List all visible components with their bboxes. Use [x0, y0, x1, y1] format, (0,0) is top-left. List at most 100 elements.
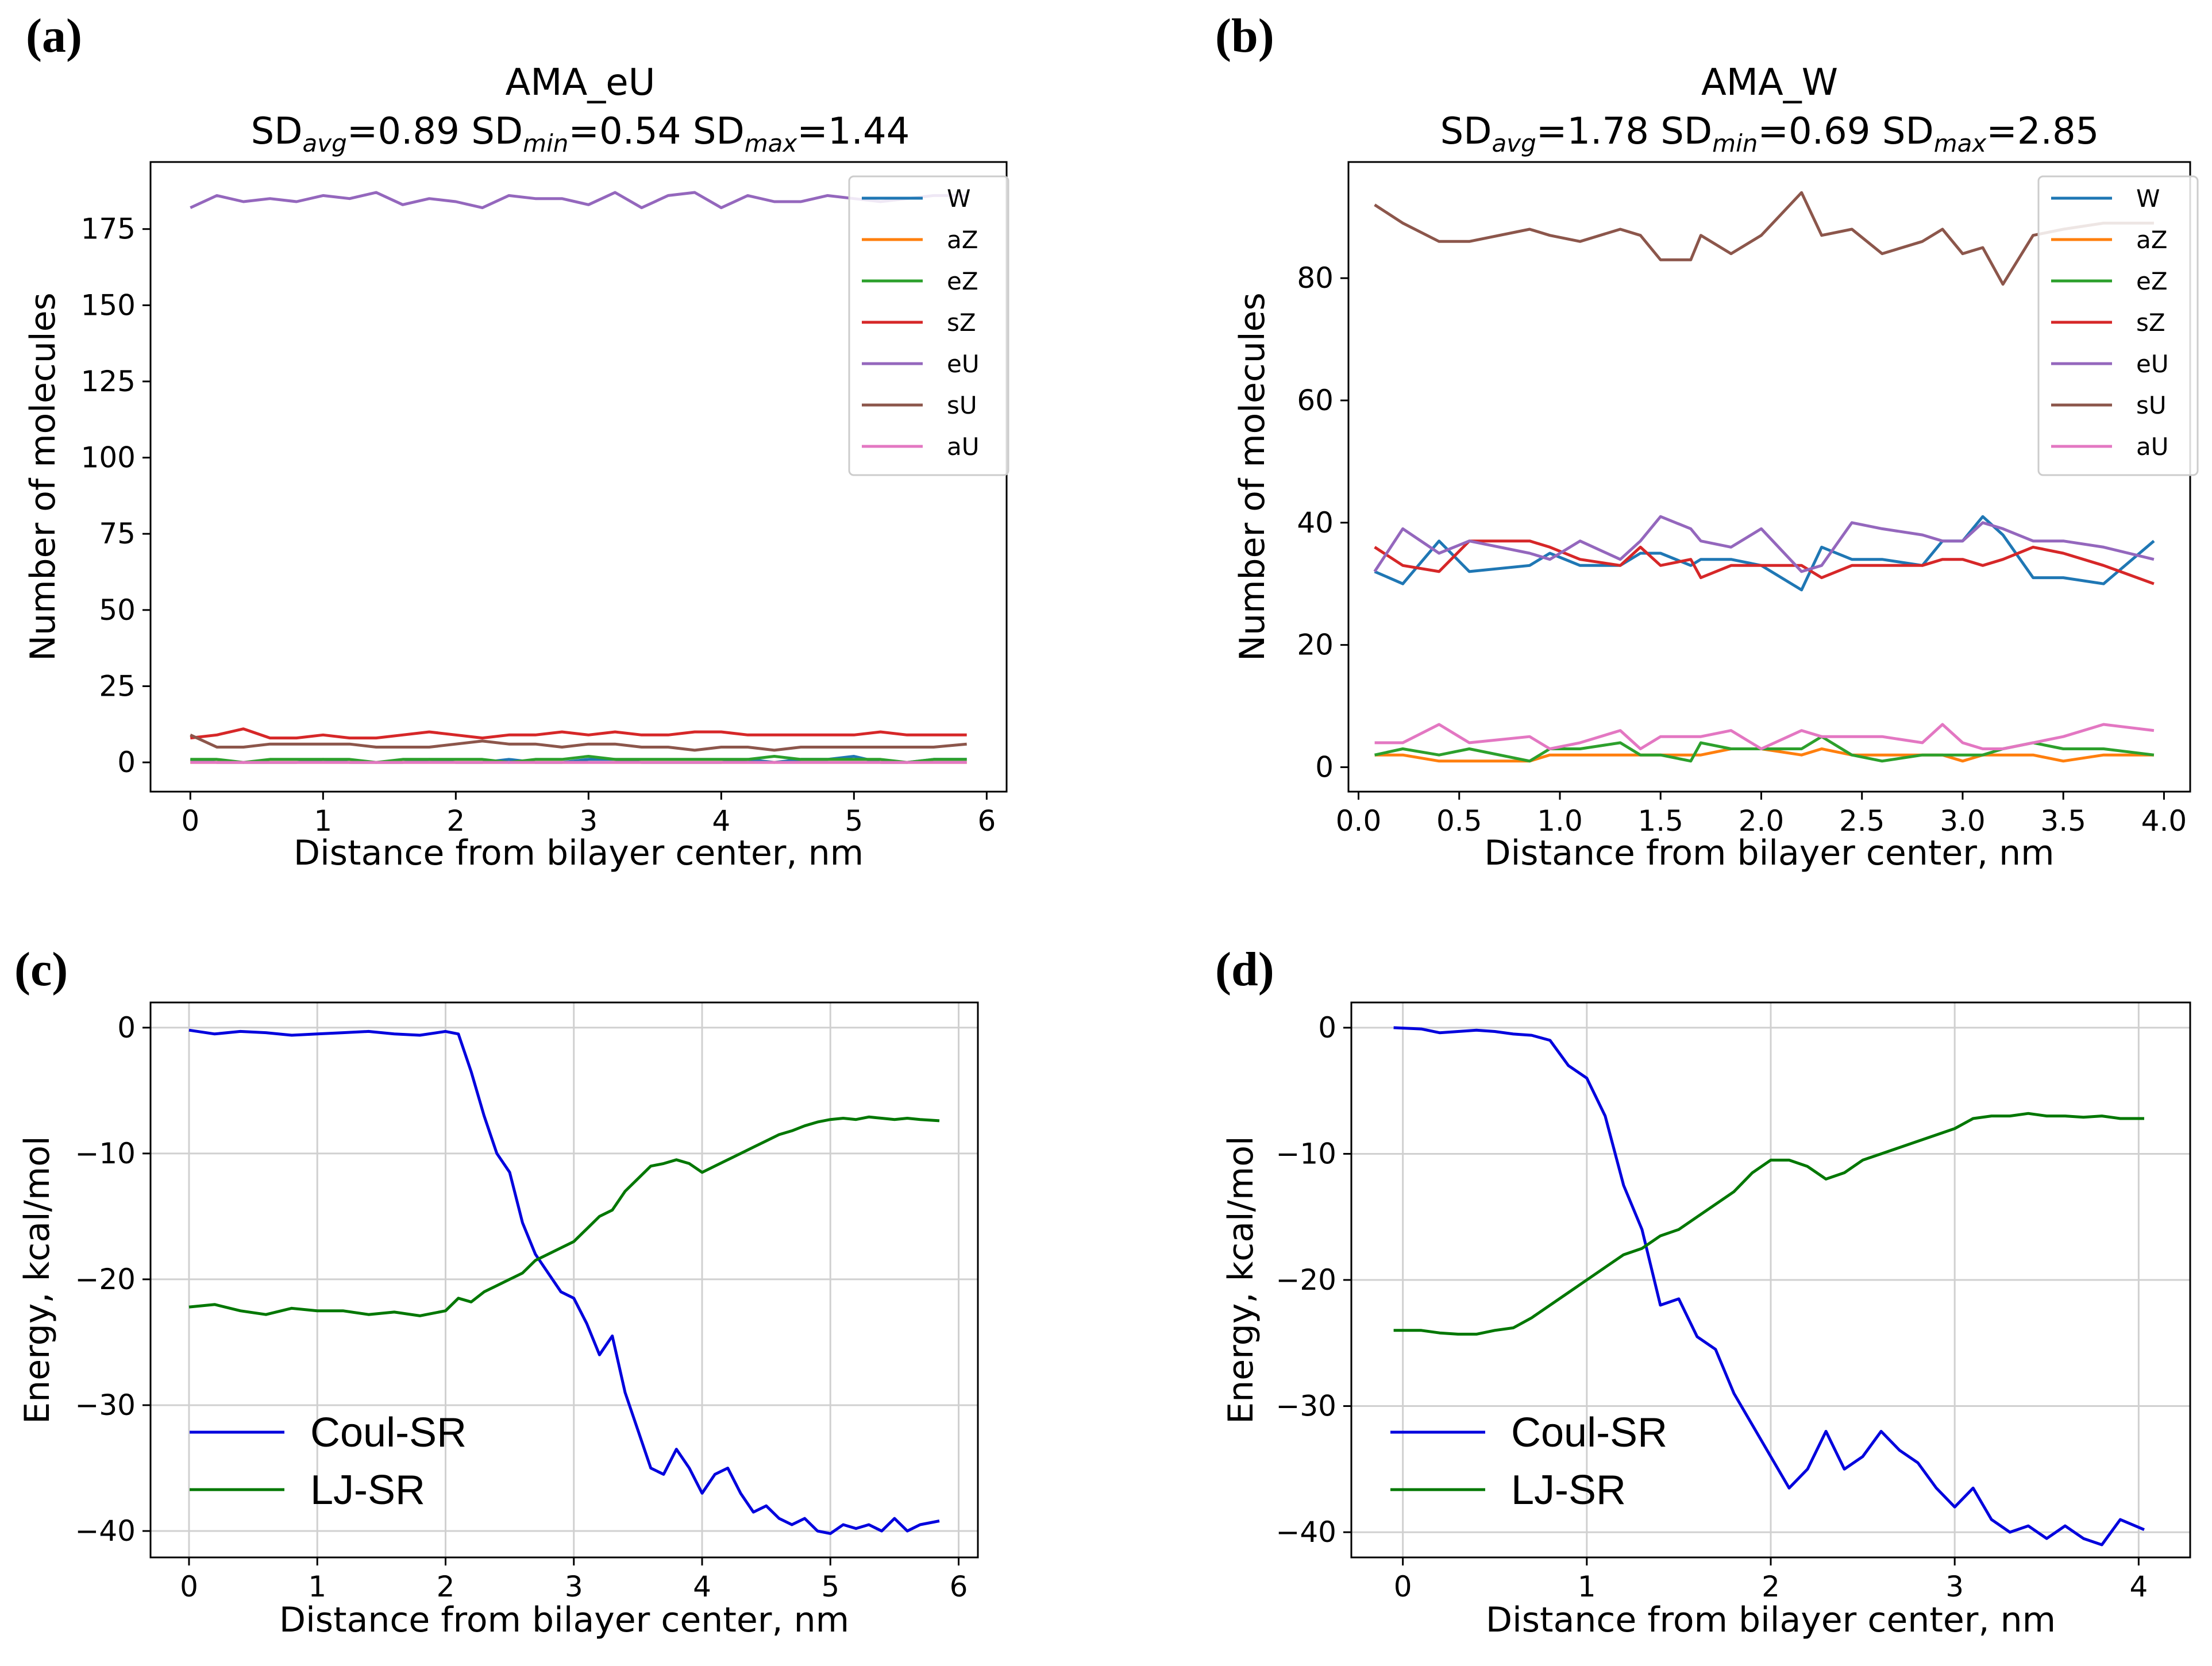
p0-legend-box [848, 175, 1009, 476]
panel-d-label: (d) [1215, 943, 1274, 996]
p0-y-tick-label-1: 25 [99, 669, 136, 703]
panel-a-subtitle: SDavg=0.89 SDmin=0.54 SDmax=1.44 [251, 110, 910, 157]
p2-x-tick-label-2: 2 [437, 1570, 455, 1603]
p3-x-tick-label-3: 3 [1945, 1570, 1964, 1603]
p2-x-tick-label-6: 6 [950, 1570, 968, 1603]
p1-legend-label-sz: sZ [2136, 308, 2165, 337]
p2-x-tick-label-3: 3 [565, 1570, 583, 1603]
p1-series-az-line [1374, 747, 2154, 763]
p1-x-tick-label-0: 0.0 [1336, 804, 1382, 838]
p3-series-lj-sr-line [1393, 1112, 2144, 1336]
p0-x-tick-label-6: 6 [977, 804, 996, 838]
p3-legend-label-coul-sr: Coul-SR [1511, 1410, 1667, 1456]
p1-y-tick-label-3: 60 [1297, 384, 1334, 417]
p2-x-axis-label: Distance from bilayer center, nm [279, 1600, 849, 1640]
p0-y-tick-label-0: 0 [117, 746, 136, 779]
p0-x-tick-label-3: 3 [579, 804, 598, 838]
p2-series-coul-sr-line [188, 1028, 940, 1535]
p1-x-tick-label-1: 0.5 [1436, 804, 1482, 838]
p1-y-tick-label-1: 20 [1297, 628, 1334, 662]
p3-x-tick-label-4: 4 [2129, 1570, 2148, 1603]
p2-y-axis-label: Energy, kcal/mol [17, 1136, 57, 1424]
p2-y-tick-label-3: −30 [75, 1389, 136, 1422]
p0-x-axis-label: Distance from bilayer center, nm [294, 833, 864, 873]
p0-series-ez-line [190, 755, 967, 764]
p1-y-tick-label-2: 40 [1297, 506, 1334, 539]
p0-x-tick-label-5: 5 [845, 804, 863, 838]
p0-y-tick-label-6: 150 [81, 288, 136, 322]
p1-legend-label-au: aU [2136, 433, 2168, 461]
p0-y-tick-label-4: 100 [81, 441, 136, 475]
p0-legend-label-ez: eZ [947, 267, 978, 295]
p3-series-coul-sr-line [1393, 1026, 2145, 1547]
panel-a: (a) AMA_eU SDavg=0.89 SDmin=0.54 SDmax=1… [23, 9, 1009, 873]
p1-x-axis-label: Distance from bilayer center, nm [1484, 833, 2054, 873]
panel-c-label: (c) [14, 943, 68, 996]
p1-x-tick-label-4: 2.0 [1739, 804, 1785, 838]
p1-y-tick-label-0: 0 [1315, 750, 1334, 784]
p0-y-axis-label: Number of molecules [23, 292, 63, 661]
p1-series-su-line [1374, 191, 2154, 286]
p0-y-tick-label-3: 75 [99, 517, 136, 550]
p0-legend-label-eu: eU [947, 350, 980, 378]
p3-x-tick-label-2: 2 [1762, 1570, 1780, 1603]
panel-c: (c) 0 1 2 3 4 5 6 0 −10 −20 −30 −40 Distance from bi… [14, 943, 979, 1640]
p3-y-tick-label-0: 0 [1318, 1011, 1336, 1044]
p0-series-su-line [190, 734, 967, 752]
p2-y-tick-label-1: −10 [75, 1137, 136, 1170]
p1-x-tick-label-5: 2.5 [1839, 804, 1885, 838]
p2-x-tick-label-5: 5 [821, 1570, 839, 1603]
p1-x-tick-label-2: 1.0 [1537, 804, 1583, 838]
p2-x-tick-label-0: 0 [180, 1570, 198, 1603]
p0-legend-label-sz: sZ [947, 308, 976, 337]
p1-legend-box [2037, 175, 2199, 476]
p3-y-tick-label-4: −40 [1275, 1515, 1336, 1549]
p0-legend-label-su: sU [947, 391, 977, 419]
p3-legend-label-lj-sr: LJ-SR [1511, 1467, 1626, 1513]
p0-series-sz-line [190, 727, 967, 740]
p1-legend-label-ez: eZ [2136, 267, 2168, 295]
p1-x-tick-label-3: 1.5 [1637, 804, 1683, 838]
panel-b-title: AMA_W [1701, 61, 1838, 104]
p3-y-tick-label-2: −20 [1275, 1263, 1336, 1297]
p3-y-tick-label-1: −10 [1275, 1137, 1336, 1170]
p1-y-axis-label: Number of molecules [1232, 292, 1273, 661]
p2-legend-label-lj-sr: LJ-SR [310, 1467, 425, 1513]
p0-y-tick-label-2: 50 [99, 593, 136, 627]
p2-x-tick-label-1: 1 [308, 1570, 326, 1603]
p0-legend-label-w: W [947, 184, 971, 213]
p1-x-tick-label-8: 4.0 [2141, 804, 2187, 838]
p1-plot-frame [1347, 161, 2191, 793]
panel-b-subtitle: SDavg=1.78 SDmin=0.69 SDmax=2.85 [1440, 110, 2099, 157]
p1-series-w-line [1374, 515, 2155, 592]
p1-legend-label-w: W [2136, 184, 2160, 213]
p0-legend-label-au: aU [947, 433, 979, 461]
p1-series-sz-line [1374, 539, 2155, 585]
p2-y-tick-label-4: −40 [75, 1514, 136, 1548]
p0-y-tick-label-5: 125 [81, 365, 136, 398]
p3-y-tick-label-3: −30 [1275, 1390, 1336, 1423]
panel-a-title: AMA_eU [506, 61, 656, 104]
p1-x-tick-label-7: 3.5 [2040, 804, 2086, 838]
p2-y-tick-label-0: 0 [117, 1011, 136, 1044]
p3-x-tick-label-1: 1 [1578, 1570, 1596, 1603]
p1-y-tick-label-4: 80 [1297, 261, 1334, 295]
p1-series-au-line [1374, 723, 2155, 750]
p1-legend-label-su: sU [2136, 391, 2167, 419]
p2-legend-label-coul-sr: Coul-SR [310, 1410, 467, 1456]
p2-x-tick-label-4: 4 [693, 1570, 711, 1603]
p0-x-tick-label-0: 0 [181, 804, 199, 838]
p3-y-axis-label: Energy, kcal/mol [1221, 1136, 1261, 1424]
p0-legend-label-az: aZ [947, 226, 978, 254]
p0-y-tick-label-7: 175 [81, 213, 136, 246]
p1-x-tick-label-6: 3.0 [1940, 804, 1986, 838]
panel-b: (b) AMA_W SDavg=1.78 SDmin=0.69 SDmax=2.… [1215, 9, 2199, 873]
p2-y-tick-label-2: −20 [75, 1263, 136, 1296]
p0-x-tick-label-4: 4 [712, 804, 730, 838]
p3-x-tick-label-0: 0 [1394, 1570, 1412, 1603]
panel-d: (d) 0 1 2 3 4 0 −10 −20 −30 −40 Distance from bila… [1215, 943, 2191, 1640]
p0-x-tick-label-1: 1 [314, 804, 332, 838]
p0-x-tick-label-2: 2 [446, 804, 465, 838]
p3-x-axis-label: Distance from bilayer center, nm [1486, 1600, 2056, 1640]
p2-series-lj-sr-line [188, 1115, 940, 1317]
